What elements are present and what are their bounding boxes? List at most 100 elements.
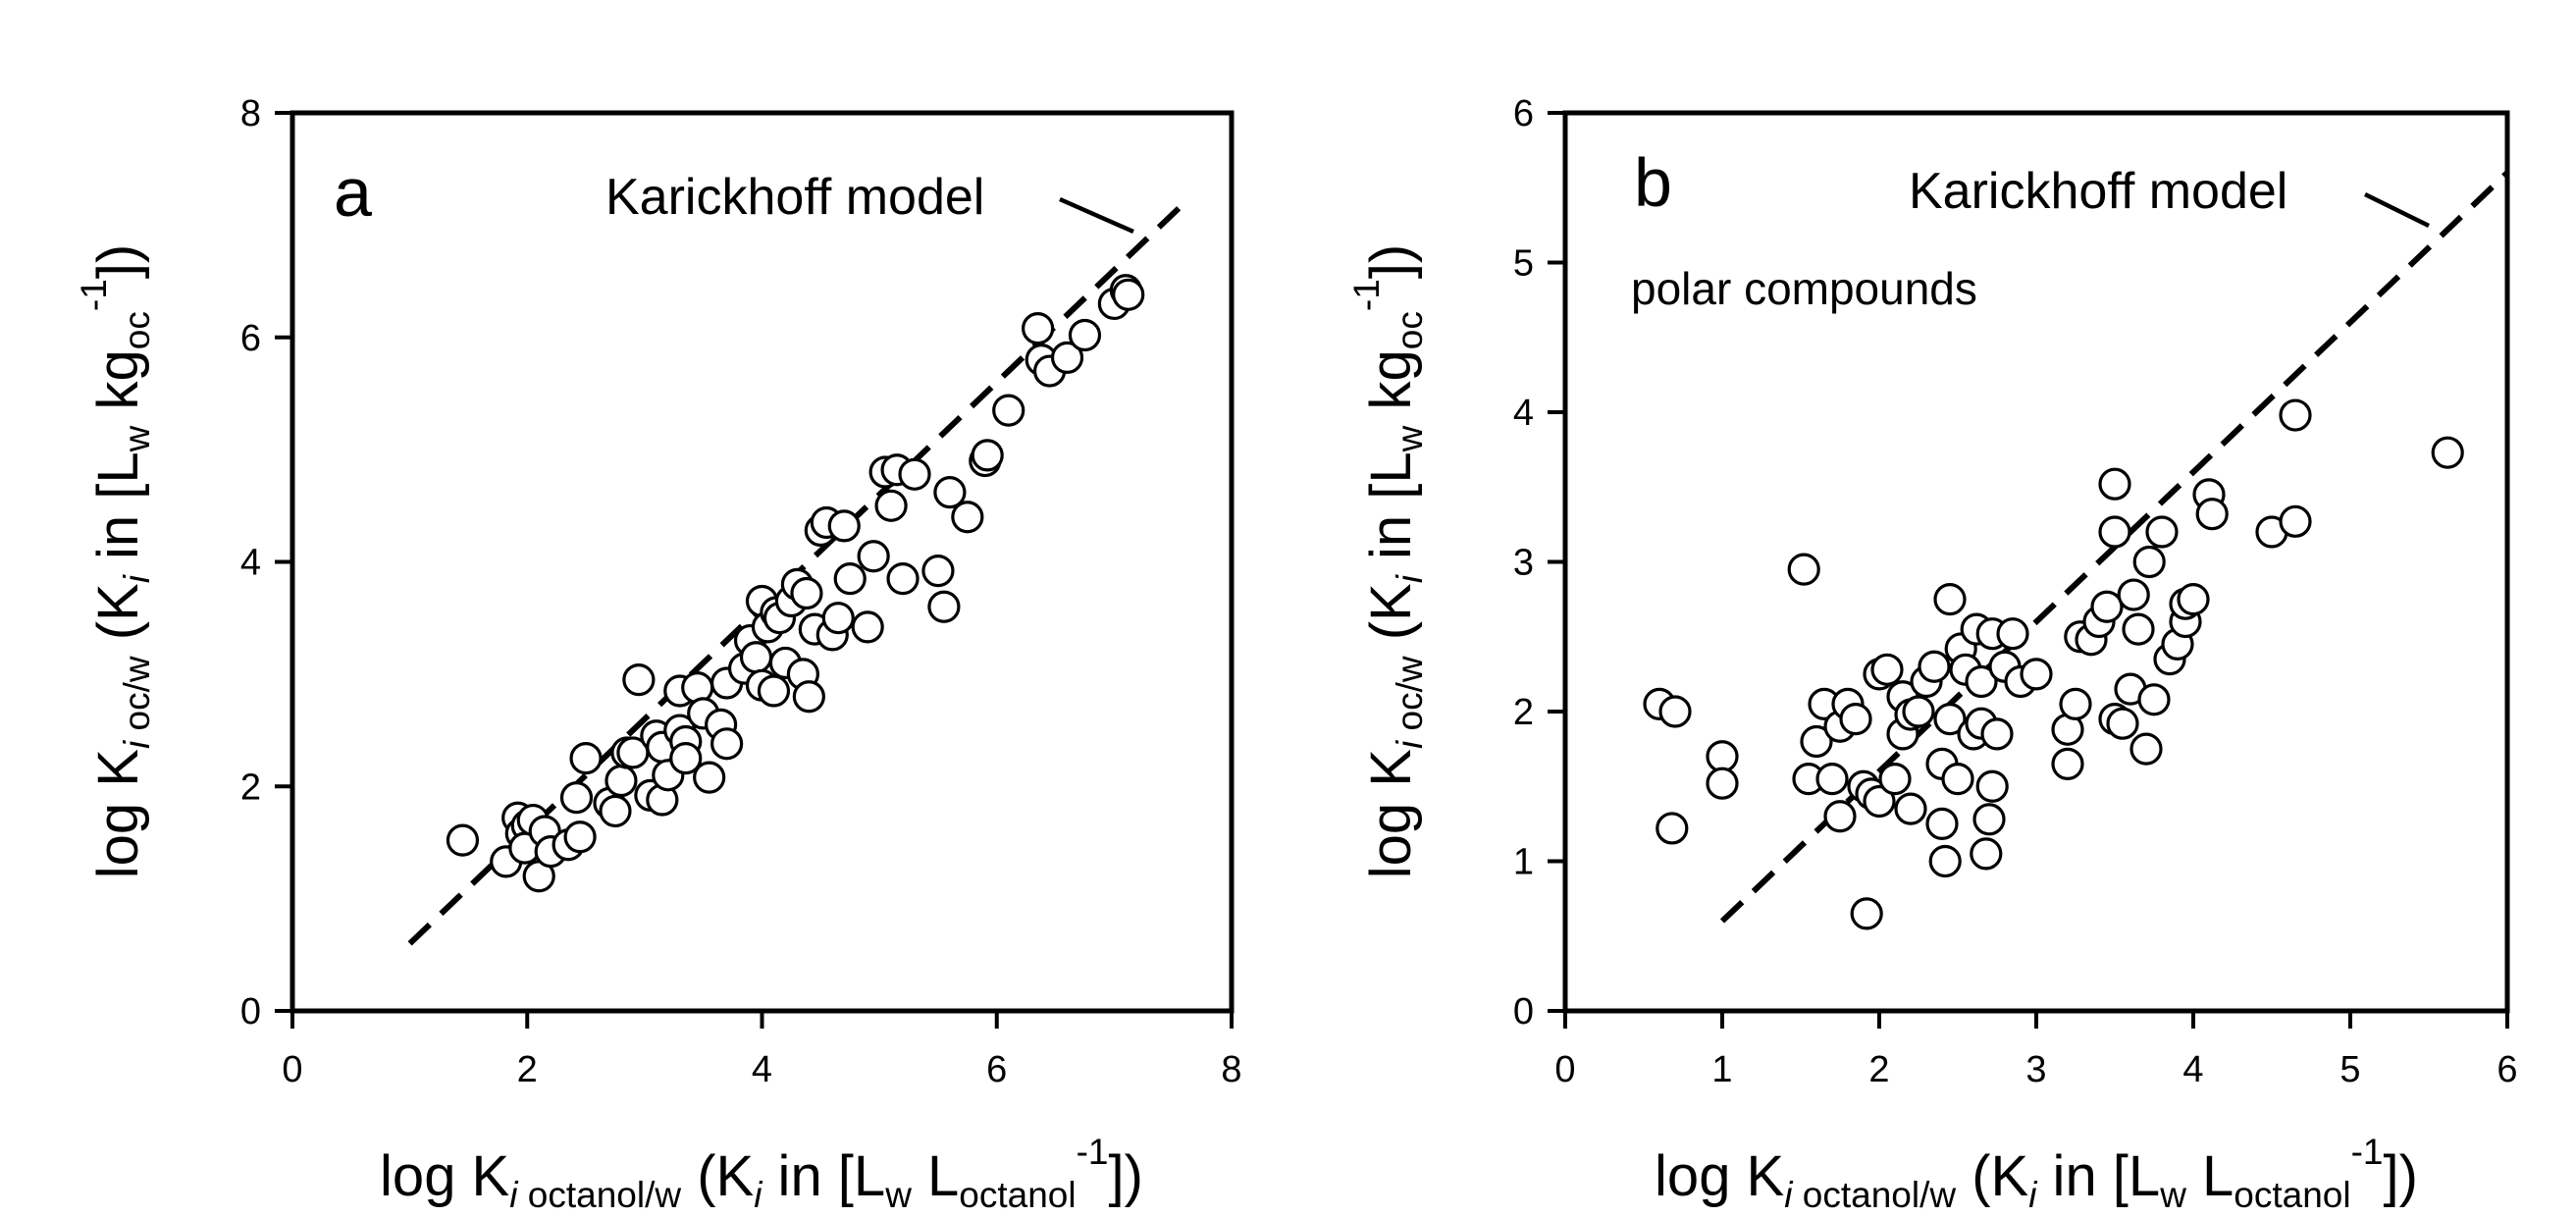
- data-point-b-24: [1894, 792, 1927, 825]
- data-point-a-65: [927, 590, 961, 623]
- x-axis-title-a: log Ki octanol/w (Ki in [Lw Loctanol-1]): [380, 1132, 1143, 1215]
- data-point-a-0: [446, 823, 480, 857]
- data-point-b-64: [2132, 545, 2166, 579]
- data-point-a-12: [559, 781, 594, 815]
- ticks-b: 0 1 2 3 4 5 6 0 1 2 3 4 5 6: [1513, 93, 2518, 1090]
- x-tick-label-b-0: 0: [1554, 1049, 1575, 1090]
- data-point-b-44: [1980, 717, 2014, 751]
- data-point-b-56: [2098, 467, 2131, 501]
- data-point-b-31: [1933, 703, 1967, 736]
- data-point-b-46: [1996, 617, 2029, 651]
- x-tick-label-b-1: 1: [1711, 1049, 1732, 1090]
- data-point-b-19: [1870, 653, 1904, 686]
- plot-frame-b: [1562, 110, 2510, 1014]
- data-point-b-10: [1823, 800, 1857, 833]
- data-point-b-49: [2051, 747, 2084, 780]
- plot-frame-a: [289, 110, 1235, 1014]
- data-point-a-74: [1050, 341, 1084, 374]
- data-point-b-25: [1902, 695, 1935, 728]
- y-tick-label-b-5: 5: [1513, 243, 1534, 285]
- data-point-b-71: [2177, 583, 2210, 616]
- data-point-a-49: [792, 680, 825, 714]
- data-point-b-1: [1658, 695, 1692, 728]
- data-point-a-64: [921, 555, 955, 588]
- x-tick-label-b-6: 6: [2497, 1049, 2517, 1090]
- panel-b: 0 1 2 3 4 5 6 0 1 2 3 4 5 6 b Karickhoff model polar …: [1346, 93, 2518, 1215]
- data-point-b-7: [1800, 724, 1833, 759]
- data-point-b-32: [1933, 583, 1967, 616]
- data-point-a-11: [563, 820, 597, 854]
- data-point-b-2: [1656, 812, 1689, 845]
- data-point-b-38: [1965, 664, 1998, 699]
- data-point-a-55: [827, 509, 861, 543]
- data-point-b-76: [2279, 504, 2312, 538]
- data-point-a-31: [693, 761, 726, 794]
- data-point-b-18: [1863, 784, 1896, 819]
- y-tick-label-b-4: 4: [1513, 393, 1534, 434]
- y-tick-label-a-1: 2: [240, 767, 261, 808]
- x-tick-label-b-2: 2: [1868, 1049, 1889, 1090]
- data-point-b-65: [2137, 683, 2171, 716]
- data-point-a-19: [622, 662, 656, 697]
- data-point-b-28: [1925, 807, 1959, 840]
- panel-letter-b: b: [1634, 144, 1672, 221]
- data-point-b-75: [2279, 398, 2312, 432]
- x-tick-label-a-1: 2: [517, 1049, 538, 1090]
- data-point-a-75: [1068, 318, 1102, 352]
- data-point-b-55: [2090, 590, 2124, 623]
- data-point-b-27: [1918, 650, 1951, 683]
- y-tick-label-a-2: 4: [240, 543, 261, 584]
- y-tick-label-b-1: 1: [1513, 842, 1534, 883]
- data-point-b-62: [2122, 612, 2155, 646]
- panel-a: 0 2 4 6 8 0 2 4 6 8 a Karickhoff model log Ki oct…: [74, 93, 1242, 1215]
- points-b: [1643, 398, 2464, 930]
- data-point-b-66: [2145, 515, 2179, 549]
- data-point-a-78: [1112, 278, 1145, 311]
- x-tick-label-a-2: 4: [752, 1049, 772, 1090]
- data-point-a-54: [821, 602, 855, 635]
- x-tick-label-b-3: 3: [2025, 1049, 2046, 1090]
- points-a: [446, 274, 1145, 893]
- data-point-a-13: [569, 742, 603, 775]
- data-point-b-43: [1975, 769, 2009, 803]
- x-axis-title-b: log Ki octanol/w (Ki in [Lw Loctanol-1]): [1655, 1132, 2418, 1215]
- x-tick-label-a-4: 8: [1221, 1049, 1241, 1090]
- x-tick-label-a-3: 6: [986, 1049, 1007, 1090]
- data-point-b-3: [1706, 740, 1739, 773]
- data-point-b-59: [2106, 707, 2139, 740]
- data-point-a-33: [710, 727, 744, 761]
- data-point-a-60: [874, 489, 908, 522]
- data-point-b-9: [1815, 763, 1849, 796]
- data-point-b-20: [1878, 763, 1912, 796]
- data-point-a-67: [951, 501, 984, 534]
- data-point-a-66: [933, 475, 967, 509]
- data-point-a-71: [1022, 312, 1055, 345]
- data-point-b-61: [2117, 578, 2150, 611]
- data-point-b-40: [1970, 837, 2003, 871]
- data-point-a-57: [851, 610, 884, 644]
- data-point-a-56: [833, 562, 867, 596]
- data-point-b-57: [2098, 515, 2131, 549]
- data-point-a-15: [599, 794, 632, 828]
- y-tick-label-b-0: 0: [1513, 991, 1534, 1032]
- data-point-a-41: [757, 674, 791, 708]
- y-axis-title-b: log Ki oc/w (Ki in [Lw kgoc-1]): [1346, 244, 1430, 878]
- data-point-b-73: [2195, 498, 2229, 531]
- data-point-b-5: [1787, 553, 1820, 586]
- panel-letter-a: a: [334, 154, 372, 231]
- y-tick-label-b-6: 6: [1513, 93, 1534, 134]
- data-point-b-13: [1839, 703, 1872, 736]
- data-point-a-58: [857, 540, 890, 573]
- model-label-b: Karickhoff model: [1909, 163, 2287, 220]
- model-leader-b: [2364, 191, 2430, 229]
- note-label-b: polar compounds: [1631, 263, 1977, 314]
- y-tick-label-a-0: 0: [240, 991, 261, 1032]
- x-tick-label-b-4: 4: [2182, 1049, 2203, 1090]
- data-point-a-62: [886, 562, 920, 596]
- data-point-a-16: [605, 764, 638, 798]
- y-tick-label-a-3: 6: [240, 318, 261, 359]
- data-point-b-33: [1941, 763, 1974, 796]
- data-point-a-37: [739, 641, 773, 674]
- model-leader-a: [1059, 196, 1134, 235]
